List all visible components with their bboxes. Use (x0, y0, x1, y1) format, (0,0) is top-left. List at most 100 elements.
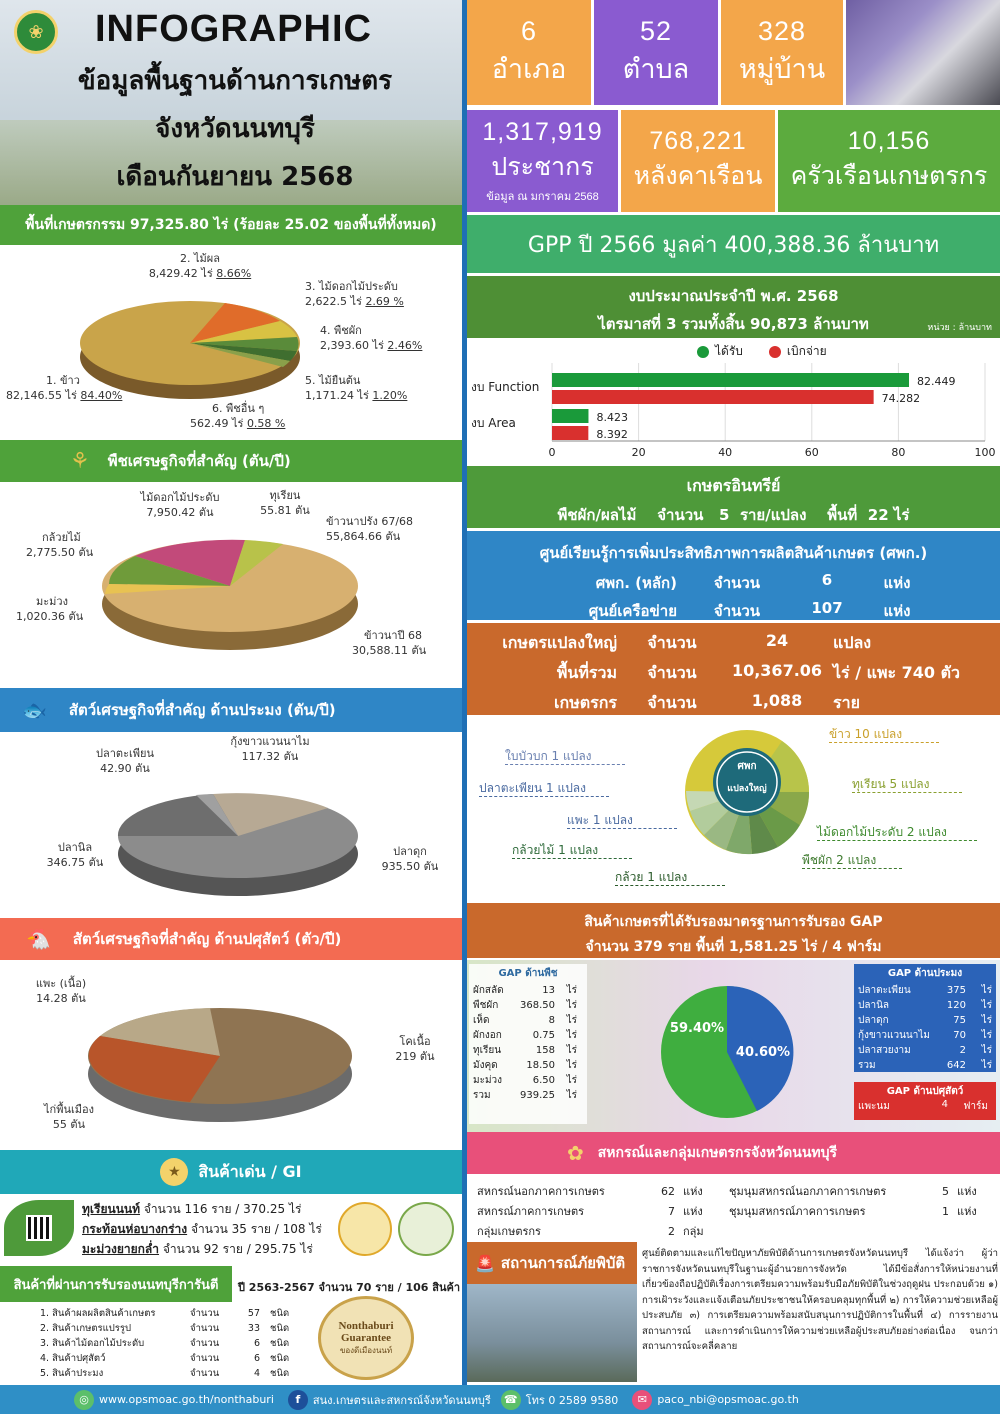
livestock-title: สัตว์เศรษฐกิจที่สำคัญ ด้านปศุสัตว์ (ตัว/… (72, 930, 342, 948)
budget-bar-chart: 0 20 40 60 80 100 งบ Function 82.449 74.282 งบ Ar… (471, 363, 996, 459)
fish-icon: 🐟 (22, 698, 47, 722)
stat-farm-household: 10,156 ครัวเรือนเกษตรกร (778, 110, 1000, 212)
pie-slice-fruit (190, 303, 280, 343)
center-box: ศูนย์เรียนรู้การเพิ่มประสิทธิภาพการผลิตส… (467, 531, 1000, 620)
coop-icon: ✿ (567, 1141, 584, 1165)
large-farm-donut: ศพก แปลงใหญ่ (685, 730, 810, 855)
stat-population-label: ประชากร (491, 152, 594, 181)
stat-farm-household-num: 10,156 (847, 126, 931, 155)
agri-area-panel: 2. ไม้ผล 8,429.42 ไร่ 8.66% 3. ไม้ดอกไม้ป… (0, 245, 462, 440)
stat-population: 1,317,919 ประชากร ข้อมูล ณ มกราคม 2568 (467, 110, 618, 212)
agri-item-1: 1. ข้าว 82,146.55 ไร่ 84.40% (6, 374, 123, 402)
farm-label-veg: พืชผัก 2 แปลง (802, 853, 902, 869)
coop-title: สหกรณ์และกลุ่มเกษตรกรจังหวัดนนทบุรี (597, 1145, 838, 1161)
organic-title: เกษตรอินทรีย์ (686, 476, 781, 495)
bar-value-label: 8.392 (596, 428, 628, 441)
livestock-cattle: โคเนื้อ 219 ตัน (395, 1035, 435, 1063)
donut-logo-ring (716, 751, 778, 813)
stat-amphoe-label: อำเภอ (491, 53, 567, 84)
crop-rice-offseason: ข้าวนาปรัง 67/68 55,864.66 ตัน (326, 515, 414, 543)
header-title: INFOGRAPHIC (95, 8, 372, 50)
fish-shrimp: กุ้งขาวแวนนาไม 117.32 ตัน (230, 735, 310, 763)
gpp-band: GPP ปี 2566 มูลค่า 400,388.36 ล้านบาท (467, 215, 1000, 273)
farm-label-fish: ปลาตะเพียน 1 แปลง (479, 781, 609, 797)
budget-legend: ได้รับ เบิกจ่าย (697, 342, 827, 361)
coop-row: กลุ่มเกษตรกร 2 กลุ่ม (477, 1225, 704, 1238)
stat-household-num: 768,221 (649, 126, 747, 155)
phone-icon: ☎ (500, 1389, 521, 1410)
farm-label-rice: ข้าว 10 แปลง (829, 727, 939, 743)
guarantee-row: 3. สินค้าไม้ดอกไม้ประดับ จำนวน 6 ชนิด (40, 1338, 290, 1349)
bar (552, 426, 589, 440)
x-tick-label: 100 (975, 446, 996, 459)
coop-panel: สหกรณ์นอกภาคการเกษตร 62 แห่ง สหกรณ์ภาคการเก… (467, 1176, 1000, 1240)
footer-fb[interactable]: สนง.เกษตรและสหกรณ์จังหวัดนนทบุรี (312, 1393, 491, 1407)
gpp-text: GPP ปี 2566 มูลค่า 400,388.36 ล้านบาท (527, 232, 940, 258)
header-line3: เดือนกันยายน 2568 (116, 162, 354, 192)
gap-plant-row: รวม 939.25 ไร่ (473, 1090, 577, 1101)
gap-plant-row: ผักสลัด 13 ไร่ (473, 985, 577, 996)
crops-pie (102, 539, 358, 650)
legend-spend-dot (768, 345, 781, 358)
coop-row: ชุมนุมสหกรณ์นอกภาคการเกษตร 5 แห่ง (729, 1185, 977, 1198)
gap-plant-row: พืชผัก 368.50 ไร่ (473, 1000, 577, 1011)
stat-amphoe-num: 6 (520, 15, 538, 46)
footer-web[interactable]: www.opsmoac.go.th/nonthaburi (99, 1393, 274, 1406)
livestock-goat: แพะ (เนื้อ) 14.28 ตัน (35, 977, 87, 1005)
coop-right-list: ชุมนุมสหกรณ์นอกภาคการเกษตร 5 แห่งชุมนุมสหก… (729, 1182, 989, 1222)
gi-badge-left (4, 1200, 74, 1256)
crops-title: พืชเศรษฐกิจที่สำคัญ (ตัน/ปี) (107, 452, 291, 470)
fishery-title: สัตว์เศรษฐกิจที่สำคัญ ด้านประมง (ตัน/ปี) (68, 701, 336, 719)
budget-header: งบประมาณประจำปี พ.ศ. 2568 ไตรมาสที่ 3 รว… (467, 276, 1000, 338)
gap-plant-row: ทุเรียน 158 ไร่ (473, 1045, 577, 1056)
stat-village-num: 328 (757, 15, 807, 46)
gi-logo-2 (398, 1202, 454, 1256)
gap-plant-row: ผักงอก 0.75 ไร่ (473, 1030, 577, 1041)
disaster-title-box: 🚨 สถานการณ์ภัยพิบัติ (467, 1242, 637, 1284)
stat-tambon-label: ตำบล (622, 53, 690, 84)
crop-orchid: กล้วยไม้ 2,775.50 ตัน (26, 531, 94, 559)
coop-left-list: สหกรณ์นอกภาคการเกษตร 62 แห่ง สหกรณ์ภาคการเก… (477, 1182, 727, 1242)
gap-fish-row: รวม 642 ไร่ (858, 1060, 992, 1071)
budget-chart-panel: ได้รับ เบิกจ่าย 0 20 40 60 80 100 งบ Function 8… (467, 338, 1000, 463)
crops-slice-orchid (108, 556, 230, 586)
mail-icon: ✉ (632, 1389, 653, 1410)
right-column-divider (462, 0, 467, 1385)
crops-slice-durian (230, 540, 283, 586)
donut-logo-top: ศพก (738, 761, 757, 772)
agri-item-4: 4. พืชผัก 2,393.60 ไร่ 2.46% (320, 324, 423, 352)
stat-household-label: หลังคาเรือน (633, 161, 763, 190)
large-farm-row-3: เกษตรกร จำนวน 1,088 ราย (554, 691, 860, 712)
header-banner: ❀ INFOGRAPHIC ข้อมูลพื้นฐานด้านการเกษตร … (0, 0, 462, 205)
center-row-1: ศพก. (หลัก) จำนวน 6 แห่ง (595, 571, 911, 592)
large-farm-donut-panel: ศพก แปลงใหญ่ ข้าว 10 แปลง ทุเรียน 5 แปลง… (467, 715, 1000, 900)
gap-title1: สินค้าเกษตรที่ได้รับรองมาตรฐานการรับรอง … (584, 914, 883, 930)
stat-tambon-num: 52 (639, 15, 673, 46)
center-row-2: ศูนย์เครือข่าย จำนวน 107 แห่ง (588, 599, 911, 620)
fishery-slice-silverbarb (196, 794, 238, 836)
guarantee-badge: Nonthaburi Guarantee ของดีเมืองนนท์ (318, 1296, 414, 1380)
guarantee-row: 1. สินค้าผลผลิตสินค้าเกษตร จำนวน 57 ชนิด (40, 1308, 290, 1319)
footer-bar: ◎ www.opsmoac.go.th/nonthaburi f สนง.เกษ… (0, 1385, 1000, 1414)
coop-row: ชุมนุมสหกรณ์ภาคการเกษตร 1 แห่ง (729, 1205, 977, 1218)
gap-fish-row: กุ้งขาวแวนนาไม 70 ไร่ (858, 1030, 992, 1041)
gap-livestock-box: GAP ด้านปศุสัตว์ แพะนม 4 ฟาร์ม (854, 1082, 996, 1120)
x-tick-label: 20 (632, 446, 646, 459)
guarantee-title-box: สินค้าที่ผ่านการรับรองนนทบุรีการันตี (0, 1266, 232, 1302)
fishery-slice-shrimp (213, 793, 328, 836)
crops-icon: ⚘ (70, 448, 90, 474)
agri-item-2: 2. ไม้ผล 8,429.42 ไร่ 8.66% (148, 252, 252, 280)
guarantee-badge-line3: ของดีเมืองนนท์ (339, 1345, 393, 1355)
footer-mail[interactable]: paco_nbi@opsmoac.go.th (657, 1393, 799, 1406)
farm-label-herb: ใบบัวบก 1 แปลง (505, 749, 625, 765)
gap-title2: จำนวน 379 ราย พื้นที่ 1,581.25 ไร่ / 4 ฟ… (585, 939, 882, 955)
header-skyline (0, 120, 462, 205)
gi-logo-1 (338, 1202, 392, 1256)
guarantee-row: 2. สินค้าเกษตรแปรรูป จำนวน 33 ชนิด (40, 1323, 290, 1334)
agri-area-pie (80, 301, 300, 399)
crop-mango: มะม่วง 1,020.36 ตัน (16, 595, 84, 623)
gap-fish-row: ปลาตะเพียน 375 ไร่ (858, 985, 992, 996)
organic-box: เกษตรอินทรีย์ พืชผัก/ผลไม้ จำนวน 5 ราย/แ… (467, 466, 1000, 528)
crops-slice-mango (105, 584, 230, 594)
footer-tel[interactable]: โทร 0 2589 9580 (525, 1393, 619, 1407)
